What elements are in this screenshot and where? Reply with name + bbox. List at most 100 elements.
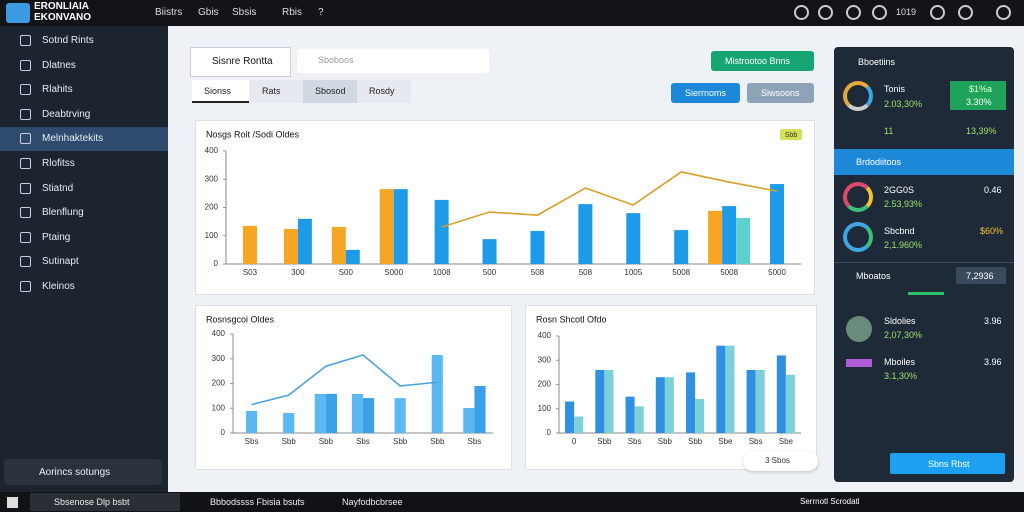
sidebar-item[interactable]: Stiatnd	[0, 177, 168, 201]
tab[interactable]: Sbosod	[303, 80, 357, 103]
button[interactable]: Sierrnoms	[671, 83, 740, 103]
count-value: 13,39%	[966, 126, 997, 136]
x-tick-label: Sbb	[430, 437, 445, 446]
stat-value: 2.03,30%	[884, 99, 923, 109]
tab[interactable]: Rats	[250, 80, 303, 103]
y-tick-label: 300	[538, 355, 552, 364]
nav-item[interactable]: Rbis	[282, 7, 303, 18]
stat-value: 2.53,93%	[884, 199, 923, 209]
float-label: 3 Sbos	[765, 456, 790, 465]
nav-item[interactable]: Gbis	[198, 7, 219, 18]
icon	[846, 359, 872, 367]
taskbar-item[interactable]: Bbbodssss Fbisia bsuts	[186, 493, 316, 511]
bar	[595, 369, 605, 433]
bar	[634, 406, 644, 433]
header-icon[interactable]	[794, 5, 809, 20]
x-tick-label: S00	[339, 268, 354, 277]
y-tick-label: 400	[538, 331, 552, 340]
panel-title: Bboetiins	[858, 57, 896, 67]
x-tick-label: 5000	[768, 268, 786, 277]
sidebar-item[interactable]: Melnhaktekits	[0, 127, 168, 152]
bar	[297, 218, 312, 264]
header-icon[interactable]	[996, 5, 1011, 20]
sidebar-item[interactable]: Blenflung	[0, 201, 168, 225]
stat-value: 2,1.960%	[884, 240, 923, 250]
tab-label: Sbosod	[315, 86, 346, 96]
button[interactable]: Mistrootoo Bnns	[711, 51, 814, 71]
sidebar-footer-label: Aorincs sotungs	[39, 467, 111, 478]
stat-side: 3.96	[984, 316, 1002, 326]
sidebar-label: Sutinapt	[42, 256, 79, 268]
y-tick-label: 400	[212, 329, 226, 338]
sidebar-label: Kleinos	[42, 281, 75, 292]
sidebar-item[interactable]: Sotnd Rints	[0, 29, 168, 53]
sidebar-item[interactable]: Dlatnes	[0, 54, 168, 78]
donut	[843, 222, 873, 252]
header-icon[interactable]	[846, 5, 861, 20]
stat-value: 3.1,30%	[884, 371, 918, 381]
taskbar-item[interactable]: Sbsenose Dlp bsbt	[30, 493, 180, 511]
bar	[695, 399, 705, 433]
x-tick-label: Sbb	[688, 437, 703, 446]
panel-button[interactable]: Sbns Rbst	[890, 453, 1005, 474]
stat-label: Sbcbnd	[884, 226, 915, 236]
taskbar-item[interactable]: Nayfodbcbrsee	[318, 493, 428, 511]
taskbar	[0, 492, 1024, 512]
nav-item[interactable]: ?	[318, 7, 324, 18]
sidebar-item[interactable]: Rlofitss	[0, 152, 168, 176]
chart: Rosnsgcoi Oldes 400 300 200 100 0 Sbs Sbb Sbb Sbs…	[206, 314, 493, 446]
header-icon[interactable]	[818, 5, 833, 20]
header-icon[interactable]	[930, 5, 945, 20]
x-tick-label: Sbe	[779, 437, 794, 446]
header-icon[interactable]	[958, 5, 973, 20]
nav-item[interactable]: Biistrs	[155, 7, 183, 18]
bar	[246, 410, 258, 433]
sidebar-label: Melnhaktekits	[42, 133, 104, 145]
sidebar-icon	[20, 108, 31, 120]
sidebar-item[interactable]: Sutinapt	[0, 250, 168, 274]
sidebar-footer[interactable]: Aorincs sotungs	[4, 459, 162, 485]
x-tick-label: S000	[384, 268, 403, 277]
start[interactable]	[7, 497, 18, 508]
chart: Rosn Shcotl Ofdo 400 300 200 100 0 0 Sbb Sbs Sbb S…	[536, 314, 801, 446]
x-tick-label: Sbs	[356, 437, 370, 446]
stat-side: $60%	[980, 226, 1004, 236]
taskbar-right: Serrnotl Scrodatl	[800, 497, 860, 506]
float-chip[interactable]: 3 Sbos	[743, 451, 818, 471]
chart-card: Rosn Shcotl Ofdo 400 300 200 100 0 0 Sbb Sbs Sbb S…	[525, 305, 817, 470]
x-tick-label: S03	[243, 268, 258, 277]
badge-label: Sbb	[785, 132, 798, 139]
nav-item[interactable]: Sbsis	[232, 7, 257, 18]
button[interactable]: Siwsoons	[747, 83, 814, 103]
chip[interactable]	[956, 267, 1006, 284]
sidebar-item[interactable]: Ptaing	[0, 226, 168, 250]
sidebar-item[interactable]: Kleinos	[0, 275, 168, 299]
bar	[474, 385, 486, 433]
stat-value: 2,07,30%	[884, 330, 923, 340]
bar	[379, 189, 394, 264]
x-tick-label: 300	[291, 268, 305, 277]
sidebar-item[interactable]: Rlahits	[0, 78, 168, 102]
tab-label: Sionss	[204, 86, 232, 96]
y-tick-label: 100	[205, 231, 219, 240]
taskbar-label: Sbsenose Dlp bsbt	[54, 497, 130, 507]
tab[interactable]: Rosdy	[357, 80, 411, 103]
x-tick-label: Sbb	[282, 437, 297, 446]
y-tick-label: 200	[212, 379, 226, 388]
tab-label: Rosdy	[369, 86, 395, 96]
bar	[655, 377, 665, 433]
button-label: Siwsoons	[761, 88, 800, 98]
x-tick-label: 5008	[720, 268, 738, 277]
tab[interactable]: Sionss	[192, 80, 249, 103]
sidebar-item[interactable]: Deabtrving	[0, 103, 168, 127]
panel-button-label: Sbns Rbst	[928, 459, 970, 469]
logo-text: ERONLIAIA	[34, 1, 89, 12]
taskbar-label: Bbbodssss Fbisia bsuts	[210, 497, 305, 507]
bar	[431, 355, 443, 433]
title-card[interactable]	[190, 47, 291, 77]
sidebar-icon	[20, 256, 31, 268]
header-icon[interactable]	[872, 5, 887, 20]
bar	[482, 239, 497, 264]
x-tick-label: Sbb	[658, 437, 673, 446]
bar	[746, 369, 756, 433]
